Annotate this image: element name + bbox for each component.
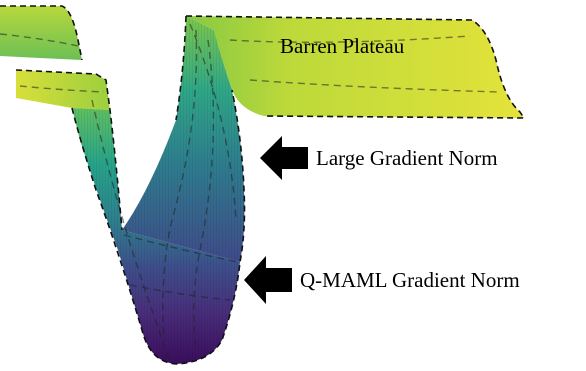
- mesh-texture: [72, 16, 245, 364]
- qmaml-gradient-norm-label: Q-MAML Gradient Norm: [300, 268, 520, 292]
- right-plateau: [186, 16, 524, 118]
- left-arrow-icon: [244, 256, 292, 304]
- barren-plateau-label: Barren Plateau: [280, 34, 405, 58]
- mesh-contours: [0, 23, 501, 363]
- left-arrow-icon: [260, 136, 308, 180]
- surface-outline: [0, 5, 526, 365]
- left-plateau-flap: [0, 6, 82, 60]
- left-plateau-strip: [16, 70, 110, 110]
- large-gradient-norm-label: Large Gradient Norm: [316, 146, 498, 170]
